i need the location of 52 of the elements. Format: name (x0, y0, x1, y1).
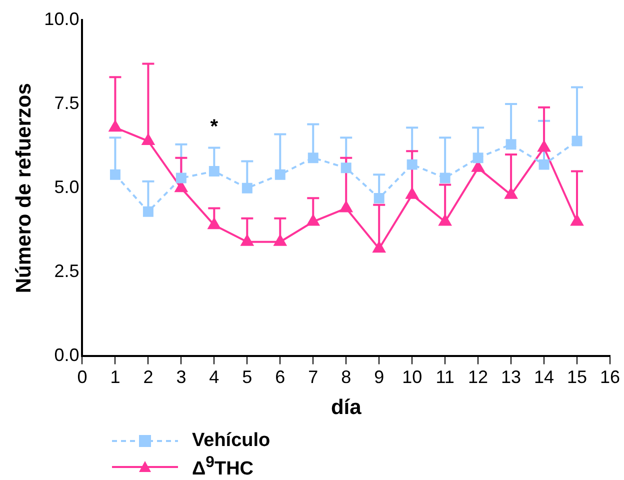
point (242, 182, 252, 194)
x-tick-label: 2 (143, 366, 154, 387)
x-tick-label: 16 (600, 366, 620, 387)
point (274, 169, 286, 180)
point (240, 234, 254, 246)
x-tick-label: 9 (374, 366, 384, 387)
x-tick-label: 0 (77, 366, 88, 387)
x-tick-label: 6 (275, 366, 286, 387)
point (538, 159, 550, 170)
point (438, 214, 452, 226)
point (306, 214, 320, 226)
point (142, 206, 154, 217)
point (340, 162, 352, 174)
y-tick-label: 0.0 (54, 345, 80, 366)
annotation: * (210, 116, 218, 138)
y-axis-title: Número de refuerzos (12, 83, 36, 294)
x-axis-title: día (330, 396, 362, 420)
legend-label: Vehículo (192, 430, 270, 452)
point (372, 242, 386, 253)
point (110, 169, 120, 180)
y-tick-label: 10.0 (44, 8, 80, 29)
point (570, 214, 584, 226)
y-tick-label: 5.0 (54, 177, 80, 198)
x-tick-label: 5 (242, 366, 252, 387)
point (308, 152, 318, 164)
point (208, 218, 220, 230)
point (340, 201, 352, 212)
point (208, 166, 220, 177)
y-tick-label: 2.5 (54, 261, 80, 282)
point (406, 188, 418, 199)
legend-label: Δ$^{9}$THC (192, 454, 254, 480)
point (572, 136, 582, 146)
x-tick-label: 14 (534, 366, 554, 387)
point (504, 188, 518, 199)
x-tick-label: 13 (501, 366, 522, 387)
point (406, 159, 418, 170)
point (374, 192, 384, 204)
point (440, 172, 450, 184)
point (472, 152, 484, 164)
point (176, 172, 186, 184)
x-tick-label: 7 (308, 366, 318, 387)
x-tick-label: 4 (209, 366, 220, 387)
x-tick-label: 11 (436, 366, 454, 387)
point (274, 234, 286, 246)
x-tick-label: 12 (468, 366, 488, 387)
point (506, 139, 516, 150)
x-tick-label: 10 (402, 366, 422, 387)
x-tick-label: 8 (341, 366, 352, 387)
y-tick-label: 7.5 (54, 93, 80, 114)
x-tick-label: 1 (110, 366, 120, 387)
x-tick-label: 3 (176, 366, 186, 387)
x-tick-label: 15 (567, 366, 588, 387)
